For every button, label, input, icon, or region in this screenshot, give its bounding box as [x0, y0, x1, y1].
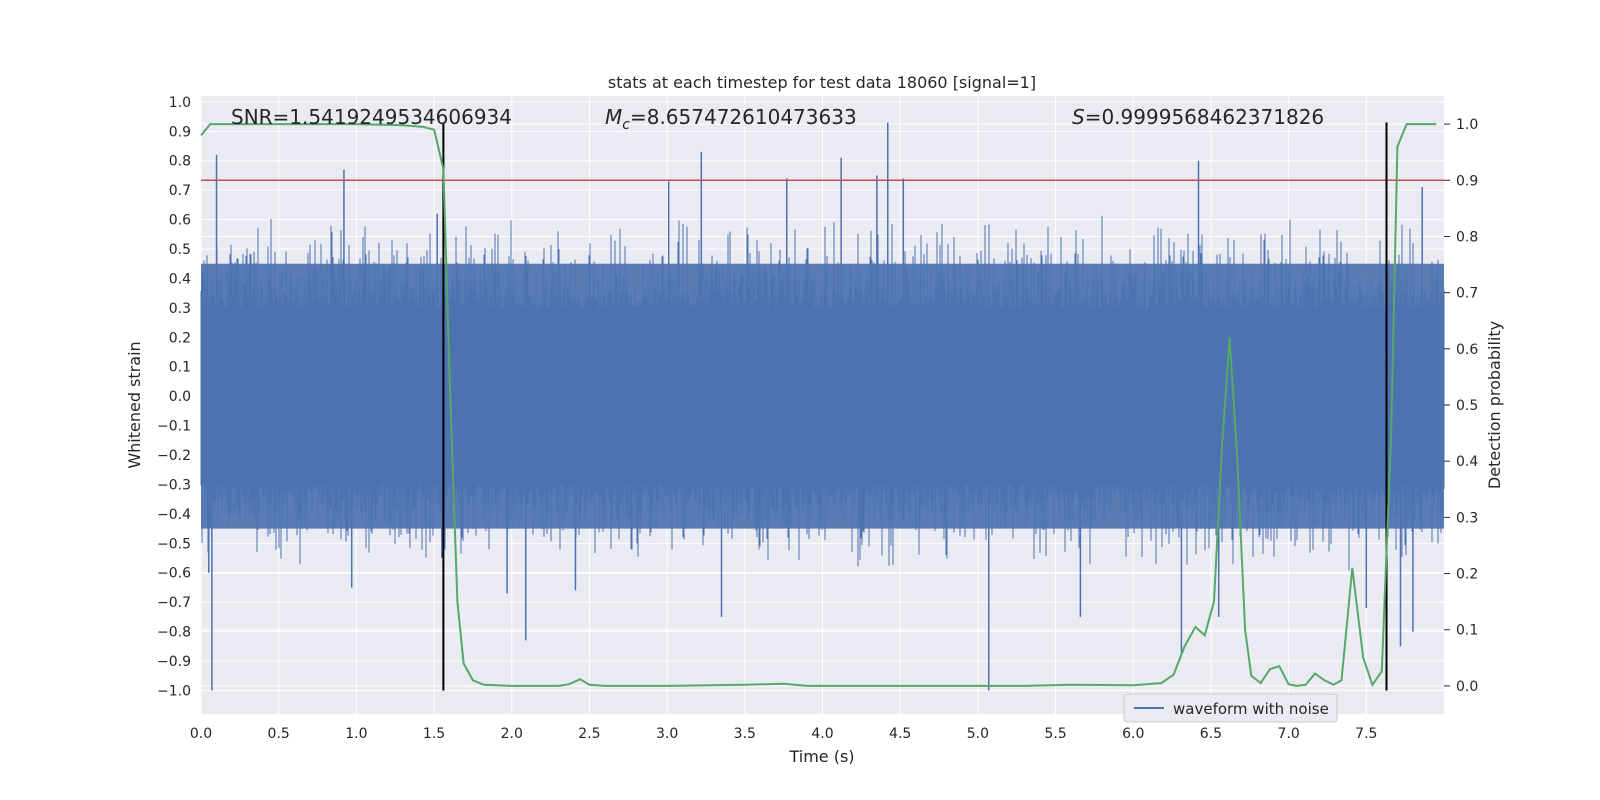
x-tick-label: 6.5: [1200, 726, 1222, 742]
x-tick-label: 2.5: [578, 726, 600, 742]
y-tick-label: −0.2: [157, 448, 191, 464]
y-right-tick-label: 0.3: [1456, 510, 1478, 526]
legend: waveform with noise: [1123, 693, 1338, 723]
y-right-tick-label: 0.4: [1456, 454, 1478, 470]
x-tick-label: 7.0: [1277, 726, 1299, 742]
x-tick-label: 1.5: [423, 726, 445, 742]
y-right-tick-labels: 1.0 0.9 0.8 0.7 0.6 0.5 0.4 0.3 0.2 0.1 0.0: [1444, 117, 1478, 695]
y-right-tick-label: 0.5: [1456, 398, 1478, 414]
y-tick-label: −0.3: [157, 477, 191, 493]
chirp-mass-subscript: c: [622, 117, 630, 133]
series-waveform-with-noise: [200, 122, 1445, 691]
x-tick-label: 2.0: [501, 726, 523, 742]
y-right-tick-label: 0.2: [1456, 567, 1478, 583]
snr-annotation: SNR=1.5419249534606934: [231, 105, 512, 129]
y-tick-label: 0.7: [169, 183, 191, 199]
chirp-mass-symbol: M: [605, 105, 622, 129]
noise-trace: [200, 215, 1445, 571]
chart-title: stats at each timestep for test data 180…: [608, 73, 1036, 92]
y-tick-label: −0.6: [157, 566, 191, 582]
y-tick-label: 0.3: [169, 301, 191, 317]
y-tick-label: −1.0: [157, 683, 191, 699]
x-tick-label: 5.5: [1044, 726, 1066, 742]
y-tick-label: −0.5: [157, 536, 191, 552]
legend-label: waveform with noise: [1173, 700, 1329, 718]
x-tick-label: 4.5: [889, 726, 911, 742]
series-detection-probability: [200, 123, 1437, 687]
y-tick-labels: 1.0 0.9 0.8 0.7 0.6 0.5 0.4 0.3 0.2 0.1 0.0 −0.1 −0.…: [157, 95, 191, 700]
y-tick-label: 0.6: [169, 213, 191, 229]
x-tick-label: 3.0: [656, 726, 678, 742]
y-tick-label: 0.5: [169, 242, 191, 258]
y-tick-label: −0.9: [157, 654, 191, 670]
y-tick-label: −0.4: [157, 507, 191, 523]
chirp-mass-annotation: Mc=8.657472610473633: [605, 105, 857, 133]
y-right-tick-label: 0.6: [1456, 342, 1478, 358]
x-tick-label: 4.0: [811, 726, 833, 742]
probability-line: [200, 123, 1437, 687]
x-axis-label: Time (s): [788, 747, 854, 766]
y-tick-label: 0.8: [169, 154, 191, 170]
x-tick-label: 7.5: [1355, 726, 1377, 742]
s-value: =0.9999568462371826: [1085, 105, 1324, 129]
x-tick-label: 1.0: [345, 726, 367, 742]
s-symbol: S: [1072, 105, 1085, 129]
y-tick-label: 0.1: [169, 360, 191, 376]
marker-lines: [442, 122, 1388, 691]
y-right-tick-label: 0.1: [1456, 623, 1478, 639]
y-tick-label: 0.4: [169, 271, 191, 287]
y-right-tick-label: 0.8: [1456, 229, 1478, 245]
chirp-mass-value: =8.657472610473633: [630, 105, 857, 129]
y-tick-label: 1.0: [169, 95, 191, 111]
x-tick-label: 5.0: [967, 726, 989, 742]
y-tick-label: 0.2: [169, 330, 191, 346]
x-tick-label: 0.0: [190, 726, 212, 742]
x-tick-label: 0.5: [268, 726, 290, 742]
y-tick-label: 0.0: [169, 389, 191, 405]
y-tick-label: −0.1: [157, 419, 191, 435]
y-tick-label: 0.9: [169, 124, 191, 140]
y-right-tick-label: 0.0: [1456, 679, 1478, 695]
y-right-tick-label: 0.7: [1456, 286, 1478, 302]
y-tick-label: −0.7: [157, 595, 191, 611]
y-axis-label: Whitened strain: [125, 341, 144, 468]
y-right-tick-label: 1.0: [1456, 117, 1478, 133]
y-right-axis-label: Detection probability: [1485, 321, 1504, 489]
s-annotation: S=0.9999568462371826: [1072, 105, 1324, 129]
x-tick-label: 6.0: [1122, 726, 1144, 742]
y-tick-label: −0.8: [157, 625, 191, 641]
x-tick-labels: 0.0 0.5 1.0 1.5 2.0 2.5 3.0 3.5 4.0 4.5 5.0 5.5 6.0 6…: [190, 726, 1378, 742]
y-right-tick-label: 0.9: [1456, 173, 1478, 189]
x-tick-label: 3.5: [734, 726, 756, 742]
legend-box: [1123, 693, 1338, 723]
